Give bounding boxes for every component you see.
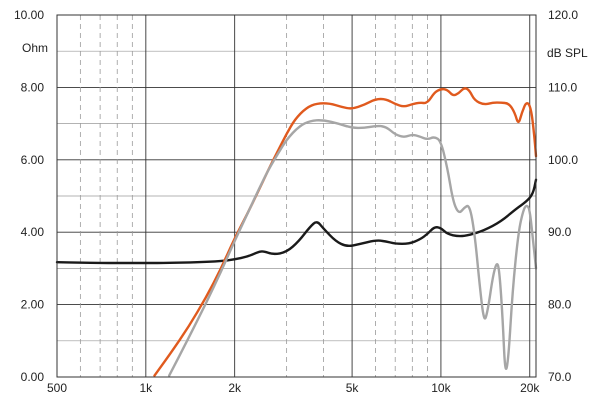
left-y-tick-label: 2.00 <box>21 298 45 312</box>
right-axis-unit-label: dB SPL <box>547 46 588 60</box>
x-tick-label: 2k <box>228 381 242 395</box>
left-y-tick-label: 6.00 <box>21 153 45 167</box>
right-y-tick-label: 90.0 <box>548 225 572 239</box>
left-y-tick-label: 10.00 <box>14 8 44 22</box>
x-tick-label: 10k <box>431 381 451 395</box>
left-axis-unit-label: Ohm <box>22 41 48 55</box>
x-tick-label: 5k <box>346 381 360 395</box>
right-y-tick-label: 80.0 <box>548 298 572 312</box>
impedance-curve <box>55 178 538 265</box>
axis-labels: 500 1k 2k 5k 10k 20k 0.00 2.00 4.00 6.00 8.00 10.00… <box>14 8 578 395</box>
left-y-tick-label: 0.00 <box>21 370 45 384</box>
spl-off-axis-curve <box>168 119 538 377</box>
x-tick-label: 20k <box>520 381 540 395</box>
right-y-tick-label: 70.0 <box>548 370 572 384</box>
left-y-tick-label: 8.00 <box>21 80 45 94</box>
series-lines <box>55 87 538 377</box>
right-y-tick-label: 110.0 <box>548 80 577 94</box>
x-tick-label: 1k <box>139 381 153 395</box>
right-y-tick-label: 120.0 <box>548 8 578 22</box>
x-tick-label: 500 <box>47 381 67 395</box>
right-y-tick-label: 100.0 <box>548 153 578 167</box>
left-y-tick-label: 4.00 <box>21 225 45 239</box>
plot-frame <box>56 14 537 378</box>
